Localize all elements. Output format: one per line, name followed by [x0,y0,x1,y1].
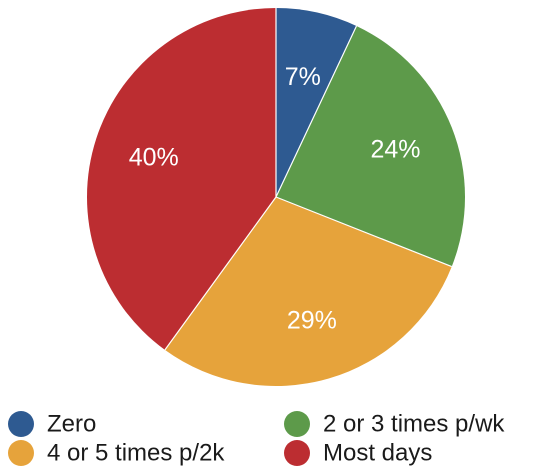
slice-value-label: 29% [287,306,337,334]
legend-label: 4 or 5 times p/2k [47,440,225,467]
pie-slice-most-days [87,7,276,350]
legend-swatch [8,440,34,466]
legend-item-2-or-3-times-p-wk: 2 or 3 times p/wk [284,411,505,438]
legend-label: Zero [47,411,96,438]
pie-slices [87,7,465,386]
legend-swatch [284,411,310,437]
slice-value-label: 40% [129,143,179,171]
slice-separators [164,8,452,351]
legend: Zero 2 or 3 times p/wk 4 or 5 times p/2k Mo… [8,411,505,467]
legend-label: 2 or 3 times p/wk [323,411,505,438]
legend-swatch [8,411,34,437]
slice-value-label: 24% [370,136,420,164]
legend-swatch [284,440,310,466]
legend-label: Most days [323,440,432,467]
slice-separator [164,196,277,351]
slice-separator [275,196,452,268]
slice-separator [275,25,358,198]
pie-slice-2-or-3-times-p-wk [276,25,465,267]
pie-slice-labels: 7% 24% 29% 40% [129,63,421,334]
slice-value-label: 7% [285,63,321,91]
legend-item-4-or-5-times-p-2k: 4 or 5 times p/2k [8,440,225,467]
pie-slice-zero [276,8,357,197]
legend-item-zero: Zero [8,411,96,438]
legend-item-most-days: Most days [284,440,432,467]
pie-slice-4-or-5-times-p-2k [164,197,452,386]
